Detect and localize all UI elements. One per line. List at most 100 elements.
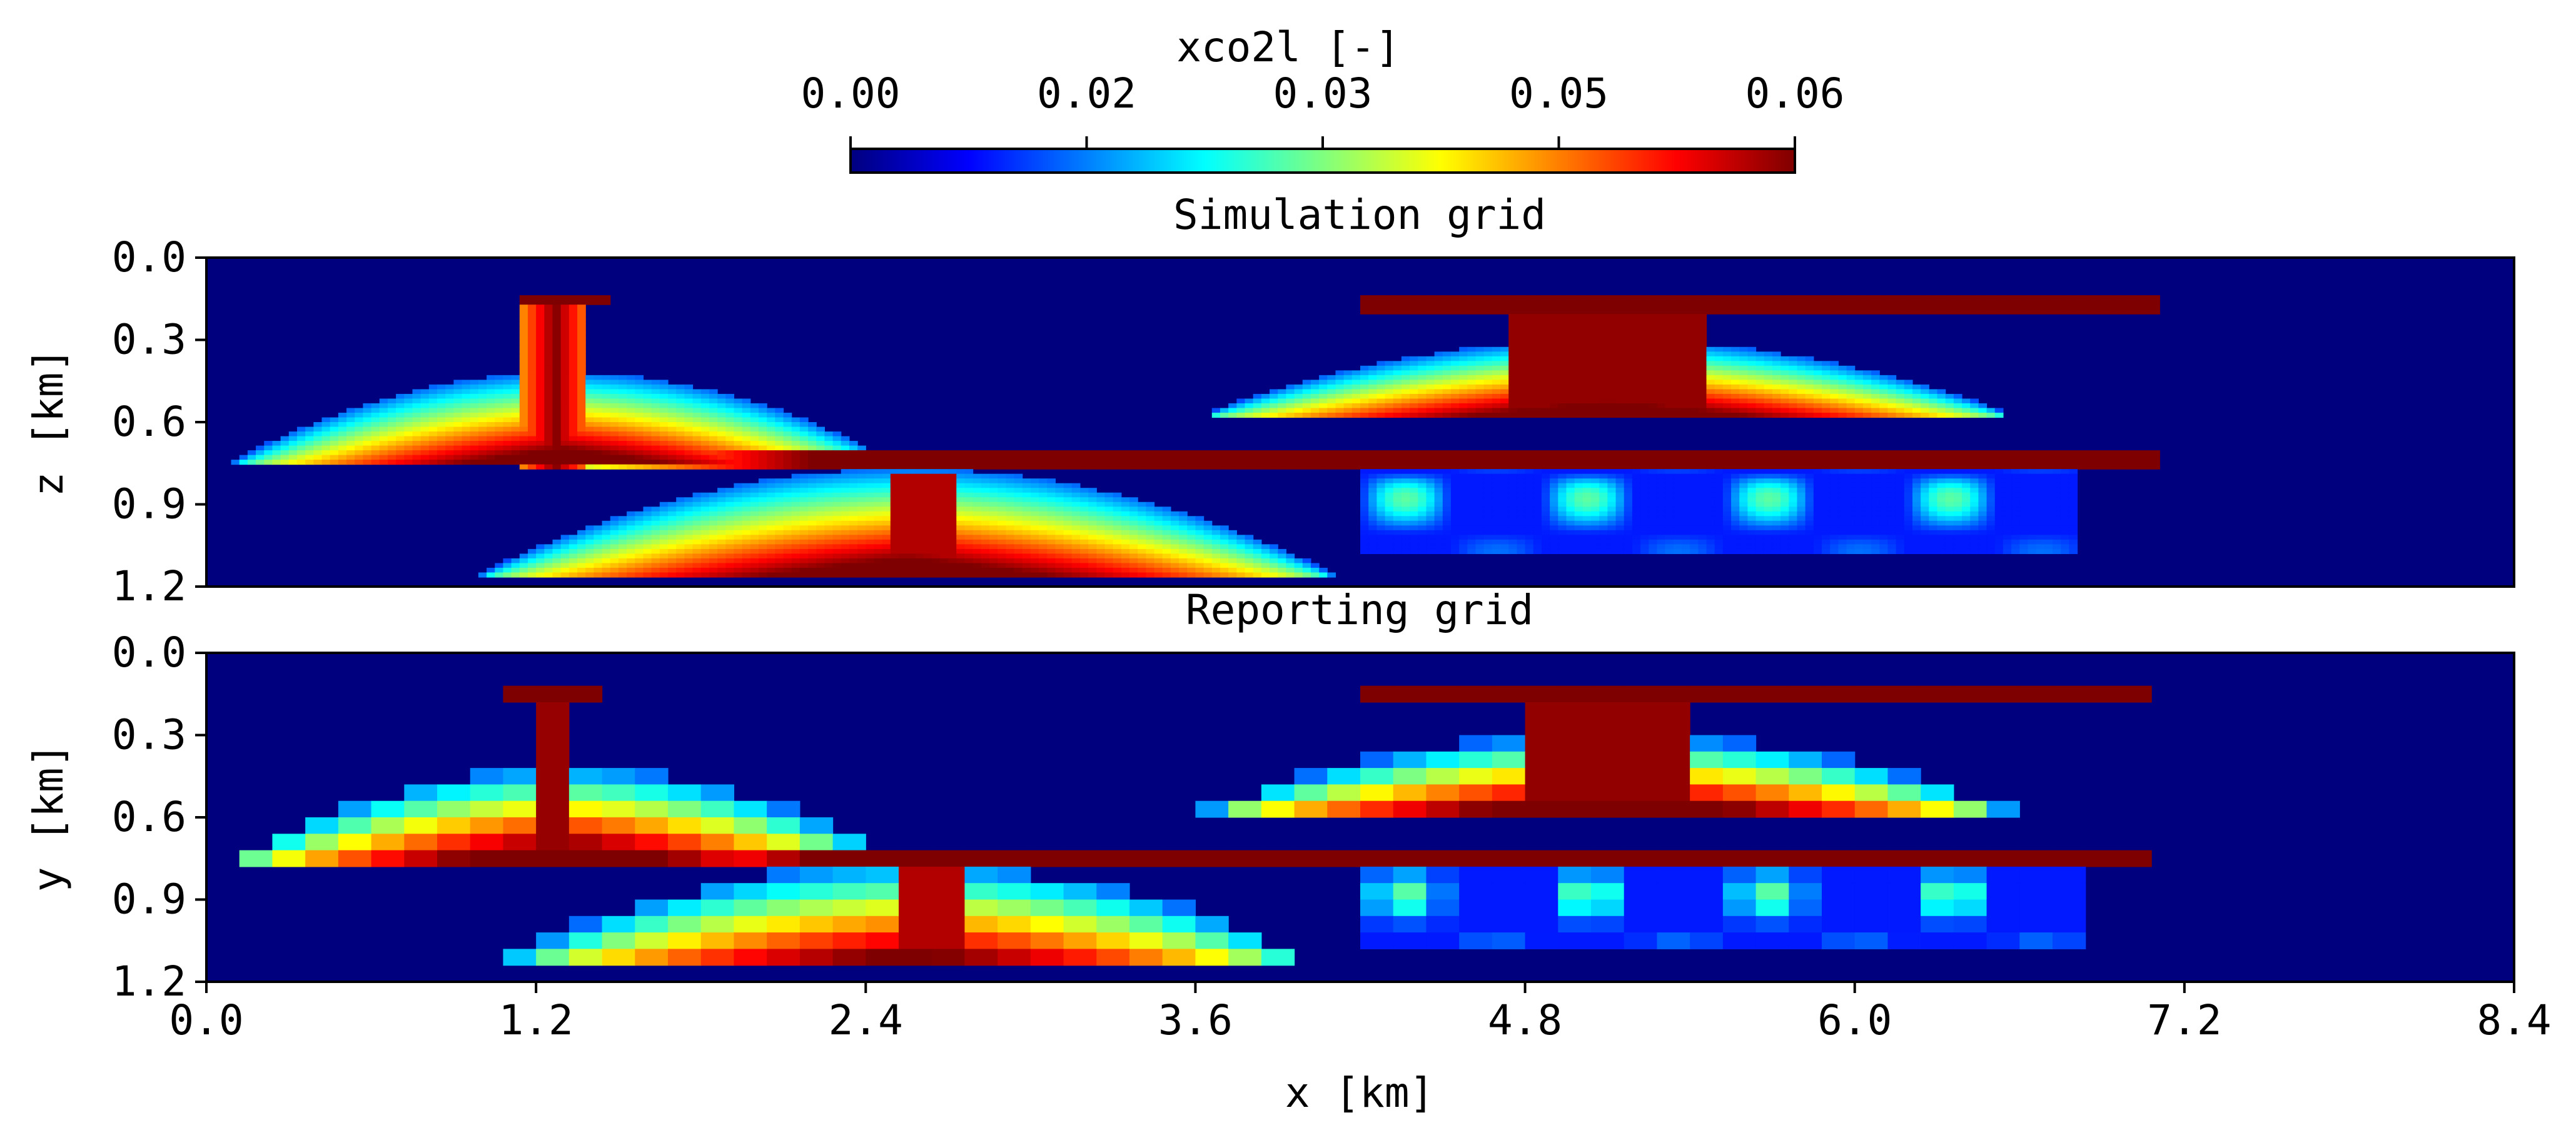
simulation-cell — [2134, 460, 2144, 465]
simulation-cell — [2003, 305, 2012, 310]
simulation-cell — [1467, 384, 1477, 390]
simulation-cell — [1640, 323, 1649, 329]
simulation-cell — [379, 450, 388, 456]
simulation-cell — [1657, 478, 1666, 484]
simulation-cell — [2118, 450, 2128, 456]
simulation-cell — [1805, 469, 1814, 475]
simulation-cell — [1096, 497, 1106, 503]
simulation-cell — [1822, 300, 1831, 305]
simulation-cell — [1805, 478, 1814, 484]
simulation-cell — [1789, 403, 1798, 409]
simulation-cell — [2069, 464, 2078, 470]
simulation-cell — [577, 337, 586, 343]
simulation-cell — [849, 516, 858, 522]
simulation-cell — [1582, 398, 1592, 404]
simulation-cell — [767, 502, 775, 507]
simulation-cell — [2061, 305, 2069, 310]
simulation-cell — [832, 450, 842, 456]
simulation-cell — [1722, 389, 1732, 395]
simulation-cell — [437, 436, 446, 441]
simulation-cell — [1574, 305, 1583, 310]
simulation-cell — [1657, 502, 1666, 507]
simulation-cell — [1854, 389, 1864, 395]
simulation-cell — [767, 511, 775, 517]
simulation-cell — [767, 507, 775, 512]
simulation-cell — [1887, 305, 1897, 310]
simulation-cell — [478, 393, 487, 400]
simulation-cell — [1113, 460, 1122, 465]
simulation-cell — [1450, 309, 1460, 315]
simulation-cell — [824, 507, 834, 512]
simulation-cell — [387, 417, 397, 423]
simulation-cell — [1714, 455, 1724, 460]
simulation-cell — [1764, 361, 1773, 366]
simulation-cell — [1574, 342, 1583, 348]
simulation-cell — [560, 365, 570, 371]
simulation-cell — [1418, 502, 1427, 507]
simulation-cell — [635, 393, 644, 400]
simulation-cell — [1310, 398, 1320, 404]
simulation-cell — [1550, 408, 1558, 413]
simulation-cell — [832, 431, 842, 437]
simulation-cell — [1731, 492, 1740, 498]
simulation-cell — [841, 445, 850, 451]
simulation-cell — [602, 300, 611, 305]
simulation-cell — [783, 497, 792, 503]
simulation-cell — [396, 460, 405, 465]
simulation-cell — [1937, 497, 1946, 503]
simulation-cell — [1640, 305, 1649, 310]
simulation-cell — [1525, 507, 1534, 512]
simulation-cell — [1665, 365, 1674, 371]
simulation-cell — [1854, 295, 1864, 301]
simulation-cell — [692, 426, 702, 432]
simulation-cell — [1360, 511, 1369, 517]
simulation-cell — [1813, 300, 1822, 305]
simulation-cell — [1517, 380, 1526, 385]
simulation-cell — [1772, 300, 1781, 305]
simulation-cell — [1418, 356, 1427, 361]
simulation-cell — [363, 431, 372, 437]
simulation-cell — [330, 426, 339, 432]
simulation-cell — [1566, 393, 1575, 400]
simulation-cell — [568, 305, 578, 310]
simulation-cell — [1945, 497, 1954, 503]
simulation-cell — [1846, 455, 1856, 460]
simulation-cell — [1822, 361, 1831, 366]
simulation-cell — [527, 351, 537, 357]
simulation-cell — [379, 460, 388, 465]
simulation-cell — [1245, 398, 1254, 404]
simulation-cell — [1558, 450, 1567, 456]
simulation-cell — [247, 450, 256, 456]
simulation-cell — [972, 478, 982, 484]
simulation-cell — [1945, 473, 1954, 479]
simulation-cell — [1385, 450, 1394, 456]
simulation-cell — [577, 346, 586, 352]
simulation-cell — [1772, 309, 1781, 315]
simulation-cell — [841, 502, 850, 507]
simulation-cell — [1385, 502, 1394, 507]
simulation-cell — [1953, 403, 1962, 409]
simulation-cell — [1887, 483, 1897, 488]
simulation-cell — [1079, 488, 1089, 493]
simulation-cell — [1945, 398, 1954, 404]
simulation-cell — [1138, 464, 1146, 470]
simulation-cell — [709, 460, 718, 465]
simulation-cell — [1599, 412, 1608, 418]
simulation-cell — [1360, 483, 1369, 488]
simulation-cell — [470, 389, 479, 395]
simulation-cell — [1467, 469, 1477, 475]
simulation-cell — [1261, 455, 1270, 460]
simulation-cell — [527, 441, 537, 446]
simulation-cell — [1129, 502, 1138, 507]
simulation-cell — [783, 464, 792, 470]
simulation-cell — [536, 380, 545, 385]
simulation-cell — [692, 464, 702, 470]
simulation-cell — [1401, 309, 1410, 315]
simulation-cell — [1467, 295, 1477, 301]
simulation-cell — [874, 450, 883, 456]
simulation-cell — [1302, 393, 1311, 400]
simulation-cell — [602, 422, 611, 428]
simulation-cell — [758, 445, 767, 451]
simulation-cell — [1410, 375, 1418, 380]
simulation-cell — [1640, 337, 1649, 343]
